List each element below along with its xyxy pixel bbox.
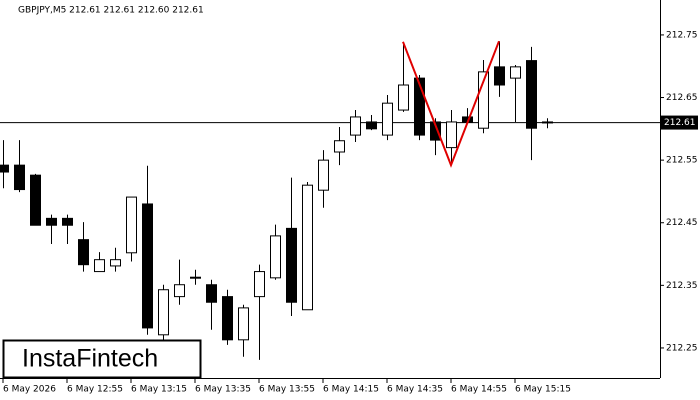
y-tick-label: 212.55 [666,156,698,166]
candle-body [446,121,457,149]
candle-body [286,227,297,303]
candle-body [206,284,217,303]
candle-body [0,164,9,173]
pattern-line [402,40,500,168]
y-tick-label: 212.45 [666,218,698,228]
current-price-label: 212.61 [664,118,696,128]
chart-title: GBPJPY,M5 212.61 212.61 212.60 212.61 [18,6,204,16]
candle-body [414,77,425,136]
candle-body [158,289,169,336]
y-tick-label: 212.25 [666,343,698,353]
x-tick-label: 6 May 14:15 [323,385,379,395]
candle-body [270,235,281,279]
candle-body [14,164,25,191]
logo-box [2,339,202,379]
candle-body [334,140,345,153]
x-tick-label: 6 May 13:55 [259,385,315,395]
candle-body [398,84,409,111]
candle-body [254,271,265,298]
x-tick-label: 6 May 15:15 [515,385,571,395]
candle-body [110,259,121,267]
candle-body [126,196,137,254]
candle-body [510,66,521,79]
logo: InstaFintech [22,345,158,373]
x-tick-label: 6 May 2026 [3,385,56,395]
candle-body [478,71,489,129]
candle-body [494,66,505,86]
x-tick-label: 6 May 12:55 [67,385,123,395]
candle-body [62,217,73,226]
candle-body [174,284,185,298]
candle-body [46,217,57,226]
candle-body [94,259,105,273]
candle-body [430,121,441,141]
candle-body [302,184,313,311]
candle-body [30,174,41,226]
y-tick-label: 212.65 [666,93,698,103]
candle-body [382,102,393,136]
candle-body [78,239,89,266]
candle-body [318,159,329,191]
x-tick-label: 6 May 14:55 [451,385,507,395]
candle-body [190,276,201,279]
x-tick-label: 6 May 13:15 [131,385,187,395]
candle-body [542,121,553,124]
candle-body [526,60,537,129]
y-tick-label: 212.35 [666,281,698,291]
candle-body [350,116,361,136]
x-tick-label: 6 May 13:35 [195,385,251,395]
y-tick-label: 212.75 [666,30,698,40]
current-price-box [660,115,698,130]
candle-body [222,296,233,341]
candle-body [142,203,153,329]
candle-body [366,121,377,130]
candle-body [238,307,249,341]
x-tick-label: 6 May 14:35 [387,385,443,395]
